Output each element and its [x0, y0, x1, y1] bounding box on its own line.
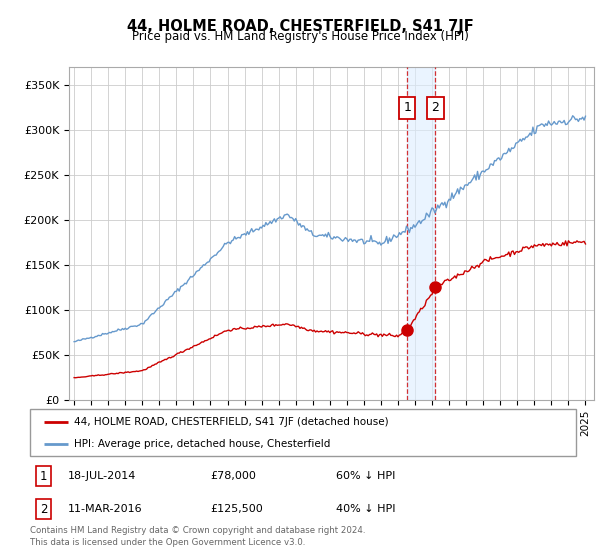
Text: 40% ↓ HPI: 40% ↓ HPI — [336, 505, 395, 515]
Text: 60% ↓ HPI: 60% ↓ HPI — [336, 471, 395, 481]
Text: HPI: Average price, detached house, Chesterfield: HPI: Average price, detached house, Ches… — [74, 438, 330, 449]
Text: 44, HOLME ROAD, CHESTERFIELD, S41 7JF: 44, HOLME ROAD, CHESTERFIELD, S41 7JF — [127, 19, 473, 34]
Text: £78,000: £78,000 — [210, 471, 256, 481]
Text: 44, HOLME ROAD, CHESTERFIELD, S41 7JF (detached house): 44, HOLME ROAD, CHESTERFIELD, S41 7JF (d… — [74, 417, 388, 427]
Text: 11-MAR-2016: 11-MAR-2016 — [68, 505, 143, 515]
Bar — [407, 67, 436, 400]
Text: Price paid vs. HM Land Registry's House Price Index (HPI): Price paid vs. HM Land Registry's House … — [131, 30, 469, 43]
Text: 1: 1 — [403, 101, 411, 114]
FancyBboxPatch shape — [30, 409, 576, 456]
Text: 2: 2 — [431, 101, 439, 114]
Text: 2: 2 — [40, 503, 47, 516]
Text: Contains HM Land Registry data © Crown copyright and database right 2024.
This d: Contains HM Land Registry data © Crown c… — [30, 526, 365, 547]
Text: 1: 1 — [40, 470, 47, 483]
Text: £125,500: £125,500 — [210, 505, 263, 515]
Text: 18-JUL-2014: 18-JUL-2014 — [68, 471, 137, 481]
